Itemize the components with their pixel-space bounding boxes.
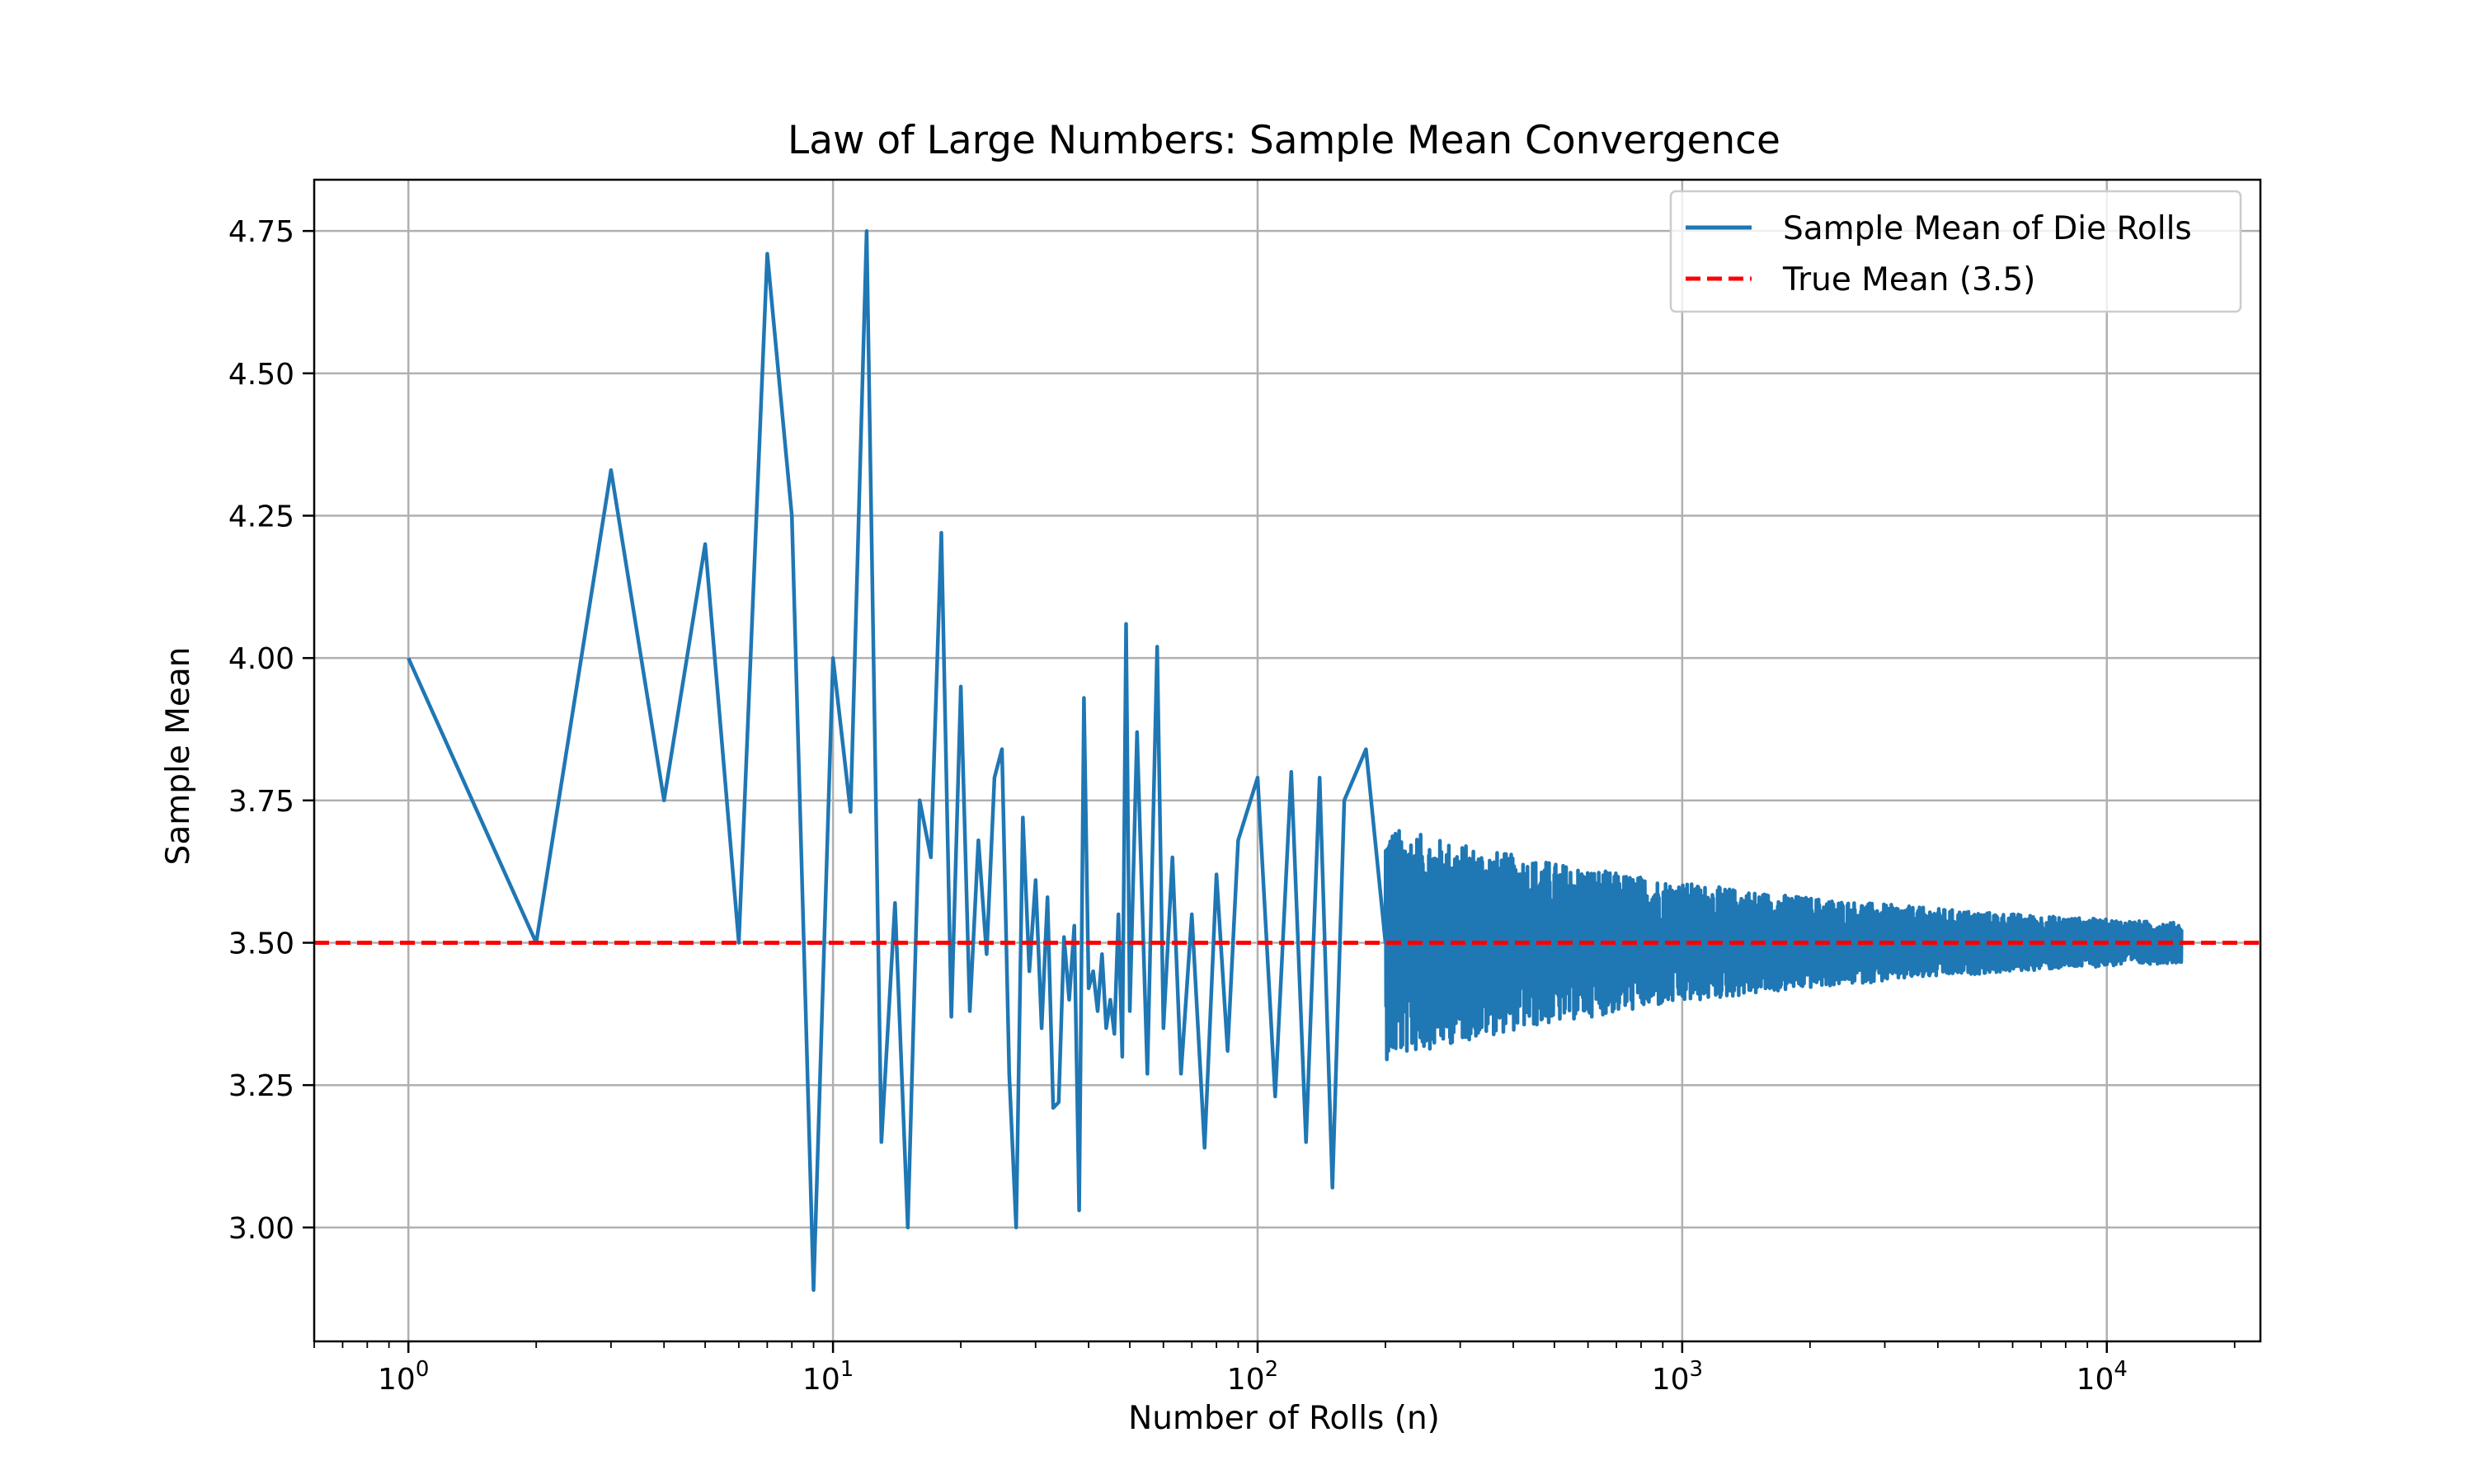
legend-label-sample-mean: Sample Mean of Die Rolls (1783, 210, 2192, 247)
legend: Sample Mean of Die Rolls True Mean (3.5) (1669, 190, 2242, 313)
x-tick-exponent: 2 (1265, 1357, 1279, 1382)
plot-frame (313, 178, 2262, 1343)
y-tick-label: 4.50 (228, 358, 294, 392)
y-tick-label: 4.00 (228, 642, 294, 676)
legend-label-true-mean: True Mean (3.5) (1782, 261, 2035, 298)
y-tick-label: 3.75 (228, 785, 294, 819)
x-tick-exponent: 0 (416, 1357, 430, 1382)
y-tick-label: 3.00 (228, 1212, 294, 1246)
y-tick-label: 4.25 (228, 500, 294, 534)
data-layer (314, 228, 2260, 1293)
x-axis-label: Number of Rolls (n) (1128, 1400, 1440, 1437)
series-line-sample-mean (407, 228, 2184, 1293)
x-tick-exponent: 4 (2114, 1357, 2128, 1382)
y-tick-label: 3.25 (228, 1069, 294, 1103)
y-tick-label: 4.75 (228, 215, 294, 249)
y-tick-label: 3.50 (228, 928, 294, 961)
legend-frame (1669, 190, 2242, 313)
x-tick-exponent: 1 (840, 1357, 854, 1382)
x-tick-exponent: 3 (1690, 1357, 1704, 1382)
y-axis-label: Sample Mean (160, 647, 197, 866)
chart-title: Law of Large Numbers: Sample Mean Conver… (788, 118, 1780, 163)
